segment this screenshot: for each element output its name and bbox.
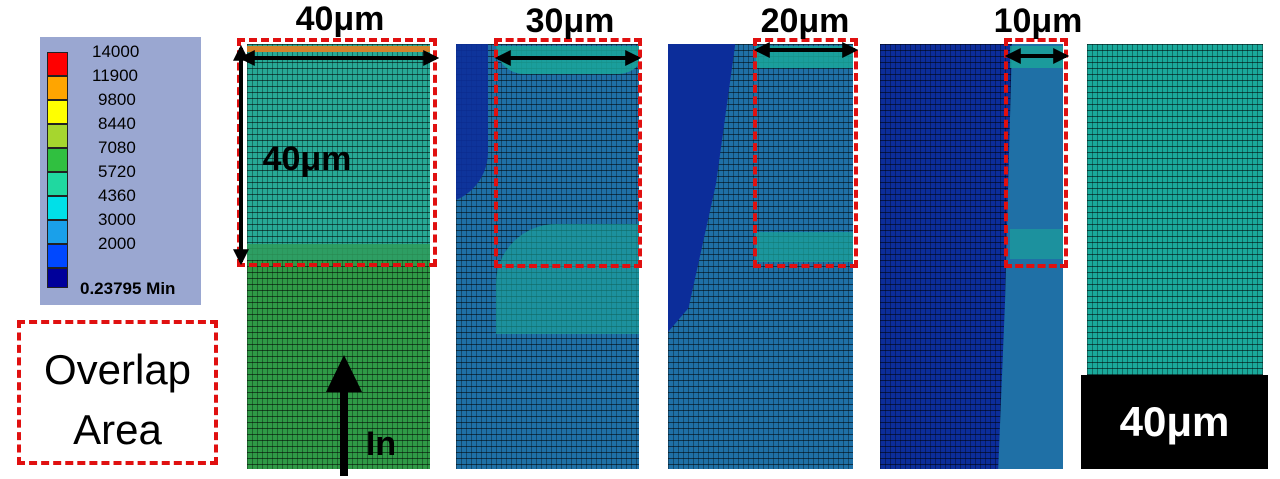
- overlap-area-legend: Overlap Area: [17, 320, 218, 465]
- height-label-40um: 40μm: [262, 140, 352, 178]
- transition-band: [247, 244, 430, 262]
- width-label-20um: 20μm: [760, 2, 850, 40]
- width-label-40um: 40μm: [295, 0, 385, 38]
- legend-value: 5720: [98, 162, 136, 181]
- color-legend: 14000 11900 9800 8440 7080 5720 4360 300…: [40, 37, 201, 305]
- high-stress-band: [1010, 229, 1063, 259]
- legend-swatch: [47, 172, 68, 196]
- top-edge-hot-stripe: [247, 46, 430, 52]
- overlap-region-mesh: [247, 44, 430, 260]
- legend-min-value: 0.23795 Min: [80, 279, 176, 298]
- legend-swatch: [47, 100, 68, 124]
- input-arrow-head: [326, 355, 362, 392]
- legend-value: 11900: [92, 66, 139, 85]
- legend-swatch: [47, 148, 68, 172]
- legend-swatch: [47, 76, 68, 100]
- legend-swatch: [47, 52, 68, 76]
- legend-value: 9800: [98, 90, 136, 109]
- legend-swatch: [47, 268, 68, 288]
- high-stress-band: [756, 232, 853, 262]
- reference-scale-label: 40μm: [1081, 375, 1268, 469]
- overlap-legend-line2: Area: [73, 406, 162, 453]
- legend-value: 7080: [98, 138, 136, 157]
- overlap-legend-line1: Overlap: [43, 346, 192, 393]
- legend-value: 4360: [98, 186, 136, 205]
- legend-swatch: [47, 220, 68, 244]
- lower-region-mesh: [247, 260, 430, 469]
- overlap-outline: [753, 38, 858, 268]
- legend-value: 14000: [92, 42, 140, 61]
- legend-swatch: [47, 196, 68, 220]
- legend-swatch: [47, 244, 68, 268]
- overlap-outline: [494, 38, 642, 268]
- legend-value: 2000: [98, 234, 136, 253]
- legend-value: 3000: [98, 210, 136, 229]
- width-label-30um: 30μm: [525, 2, 615, 40]
- panel-20um: [668, 44, 853, 469]
- reference-panel: [1087, 44, 1263, 375]
- panel-40um: [247, 44, 430, 469]
- width-label-10um: 10μm: [993, 2, 1083, 40]
- high-stress-band: [496, 224, 639, 334]
- overlap-outline: [1004, 38, 1068, 268]
- legend-swatch: [47, 124, 68, 148]
- input-label: In: [365, 425, 397, 463]
- legend-value: 8440: [98, 114, 136, 133]
- panel-10um: [880, 44, 1063, 469]
